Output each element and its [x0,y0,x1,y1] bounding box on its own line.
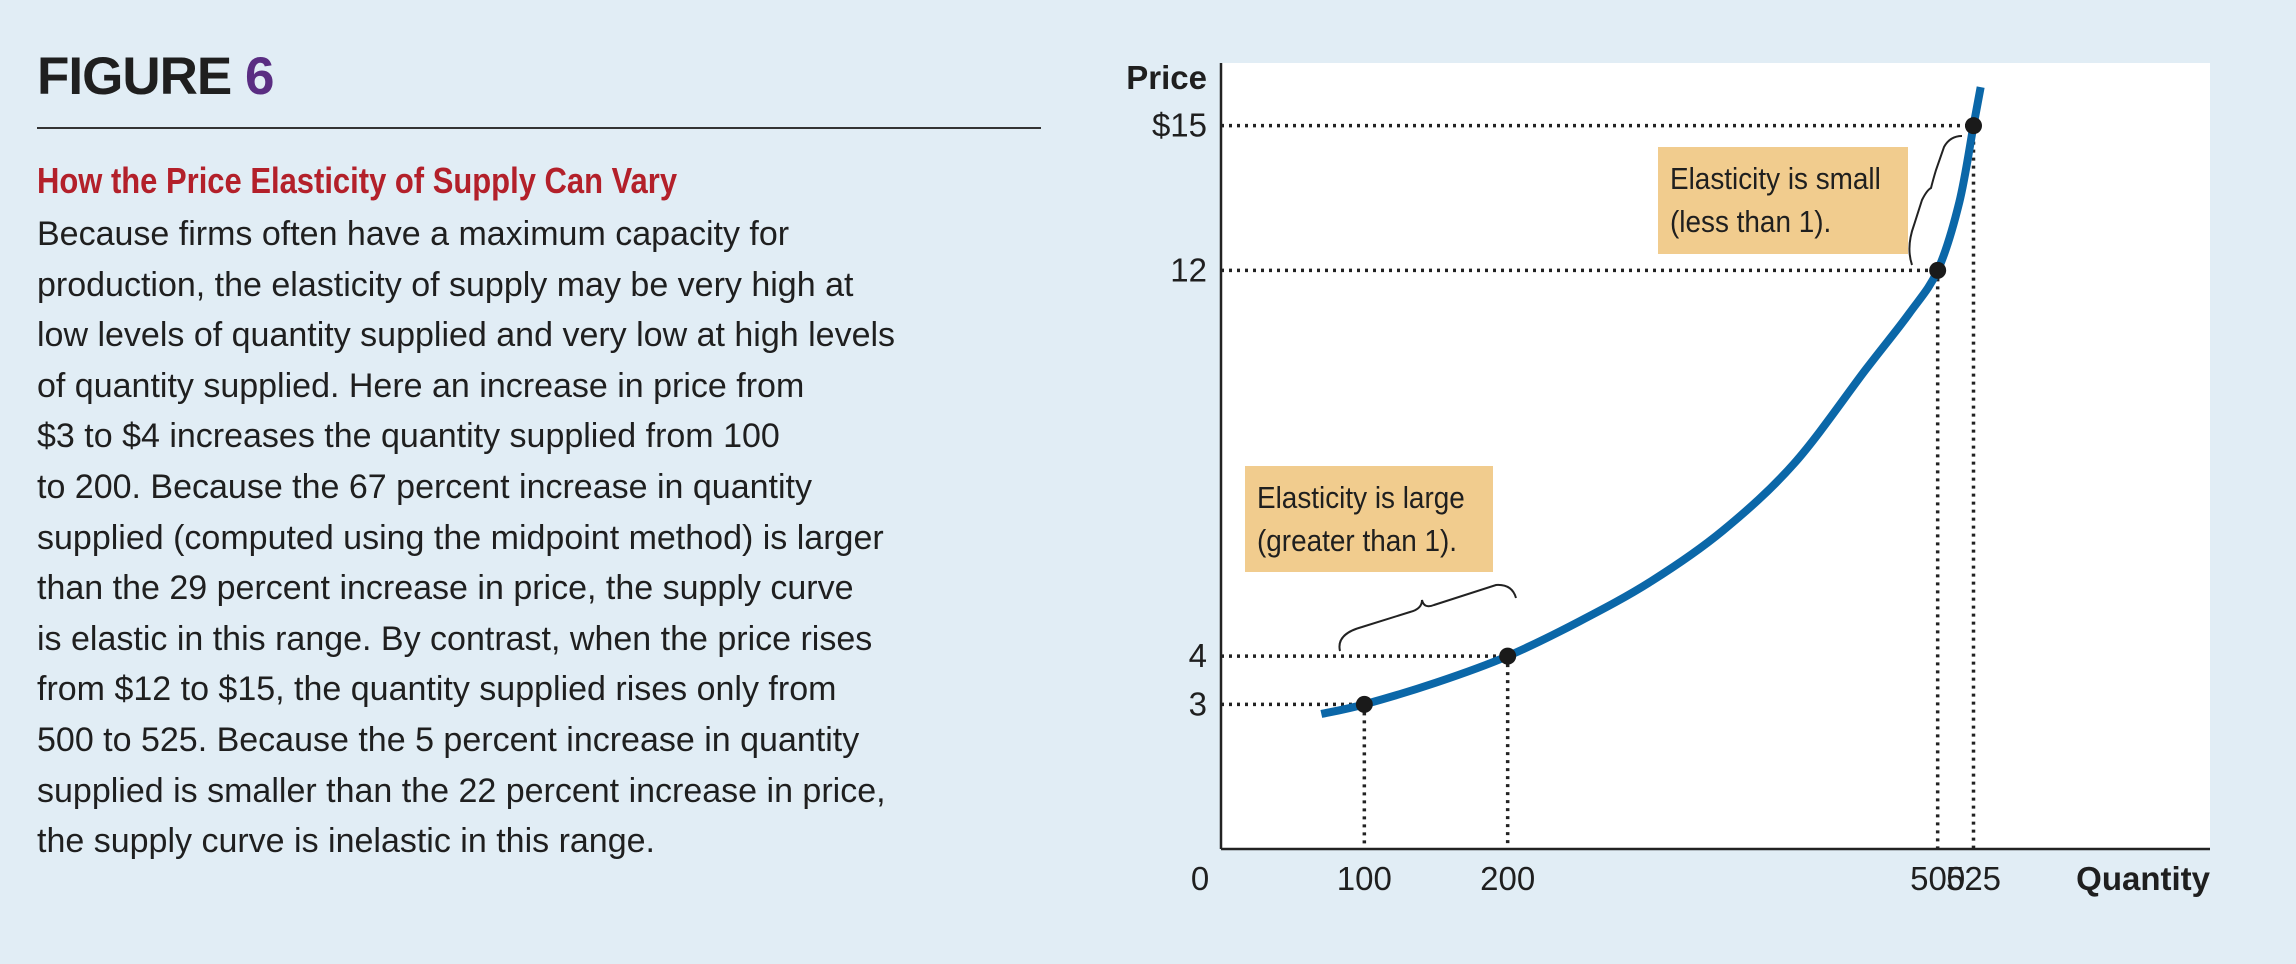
y-tick-label: 4 [1189,637,1207,674]
annotation-small: Elasticity is small (less than 1). [1658,147,1908,254]
data-point [1929,262,1946,279]
x-tick-label: 525 [1946,860,2001,897]
y-tick-label: 3 [1189,685,1207,722]
annotation-large-line: Elasticity is large [1257,476,1459,519]
x-tick-label: 200 [1480,860,1535,897]
annotation-small-line: Elasticity is small [1670,157,1873,200]
y-axis-label: Price [1126,59,1207,96]
y-tick-label: 12 [1170,251,1207,288]
data-point [1356,696,1373,713]
x-tick-label: 100 [1337,860,1392,897]
annotation-small-line: (less than 1). [1670,200,1873,243]
y-tick-label: $15 [1152,107,1207,144]
annotation-large: Elasticity is large (greater than 1). [1245,466,1493,572]
origin-label: 0 [1191,860,1209,897]
x-axis-label: Quantity [2076,860,2210,897]
data-point [1965,117,1982,134]
annotation-large-line: (greater than 1). [1257,519,1459,562]
data-point [1499,648,1516,665]
